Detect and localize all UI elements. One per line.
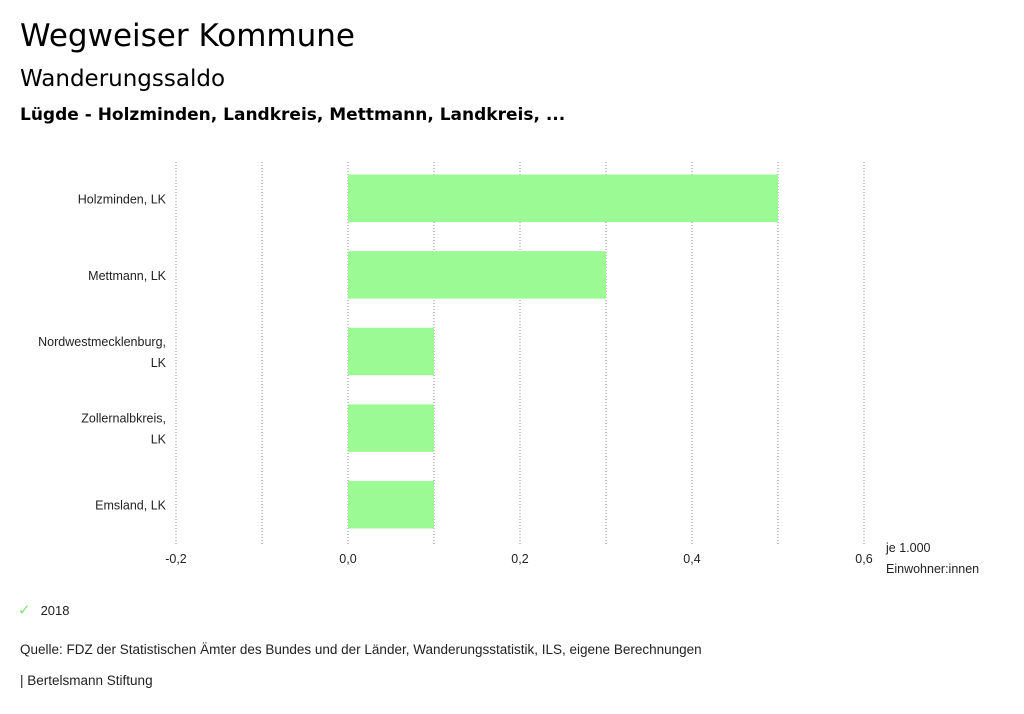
bar <box>348 404 434 452</box>
y-category-label: LK <box>151 433 167 447</box>
y-category-label: Nordwestmecklenburg, <box>38 335 166 349</box>
legend-label-2018: 2018 <box>40 602 70 618</box>
bar <box>348 174 778 223</box>
region-selection: Lügde - Holzminden, Landkreis, Mettmann,… <box>20 105 566 125</box>
x-tick-label: 0,4 <box>683 552 700 566</box>
y-category-label: Mettmann, LK <box>88 269 166 283</box>
unit-label: Einwohner:innen <box>886 562 979 576</box>
brand-note: | Bertelsmann Stiftung <box>20 673 153 688</box>
bar <box>348 251 606 299</box>
x-tick-label: 0,0 <box>339 552 356 566</box>
y-category-label: Holzminden, LK <box>78 192 167 206</box>
bar-chart: -0,2 0,0 0,2 0,4 0,6 Holzminden, LK Mettmann, … <box>38 162 979 576</box>
check-icon: ✓ <box>18 602 31 619</box>
x-tick-label: 0,6 <box>855 552 872 566</box>
unit-label: je 1.000 <box>885 541 931 555</box>
legend[interactable]: ✓ 2018 <box>18 601 70 619</box>
y-category-label: Emsland, LK <box>95 499 167 513</box>
bar <box>348 327 434 376</box>
bar <box>348 480 434 529</box>
x-tick-label: -0,2 <box>165 552 187 566</box>
page-title: Wegweiser Kommune <box>20 18 355 54</box>
y-category-label: Zollernalbkreis, <box>81 412 166 426</box>
source-note: Quelle: FDZ der Statistischen Ämter des … <box>20 642 702 657</box>
y-category-label: LK <box>151 356 167 370</box>
chart-subtitle: Wanderungssaldo <box>20 66 226 92</box>
x-tick-label: 0,2 <box>511 552 528 566</box>
